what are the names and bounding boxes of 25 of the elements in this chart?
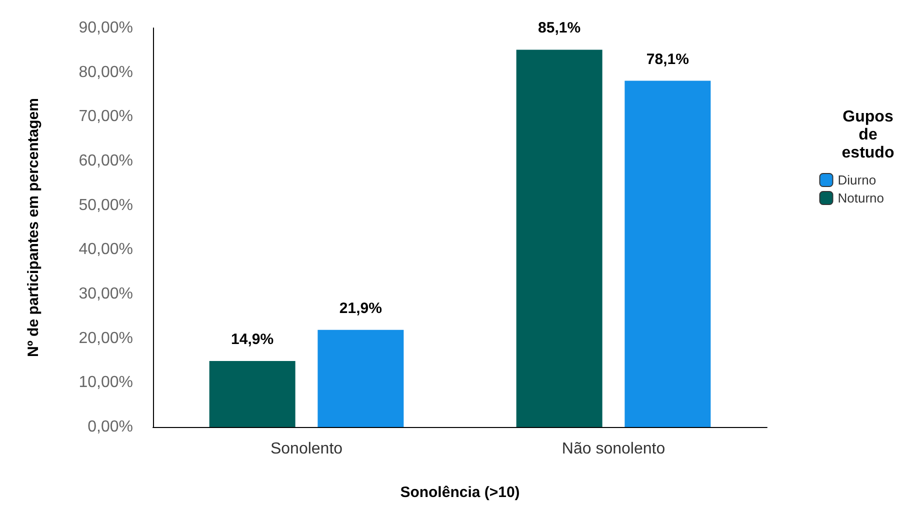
- y-tick-label: 20,00%: [78, 330, 133, 347]
- bar: [318, 330, 404, 427]
- x-axis-title: Sonolência (>10): [400, 484, 520, 501]
- legend-label: Noturno: [838, 190, 884, 206]
- x-tick-label: Não sonolento: [562, 440, 666, 458]
- x-tick-label: Sonolento: [270, 440, 343, 458]
- y-tick-label: 0,00%: [88, 418, 133, 436]
- y-tick-label: 50,00%: [78, 196, 133, 214]
- y-tick-label: 40,00%: [78, 241, 133, 258]
- legend-label: Diurno: [838, 172, 876, 188]
- legend-title: Gupos de estudo: [842, 108, 894, 162]
- y-axis-title: Nº de participantes em percentagem: [25, 98, 42, 357]
- y-tick-label: 90,00%: [78, 20, 133, 36]
- data-label: 85,1%: [538, 20, 581, 37]
- y-tick-label: 70,00%: [78, 108, 133, 126]
- bar: [516, 50, 602, 427]
- data-label: 14,9%: [231, 330, 274, 348]
- y-tick-label: 30,00%: [78, 286, 133, 302]
- y-tick-label: 60,00%: [78, 152, 133, 170]
- y-tick-label: 10,00%: [78, 374, 133, 392]
- data-label: 78,1%: [646, 50, 689, 68]
- data-label: 21,9%: [339, 300, 382, 317]
- bar: [624, 80, 711, 427]
- y-tick-label: 80,00%: [78, 64, 133, 81]
- bar: [209, 360, 296, 427]
